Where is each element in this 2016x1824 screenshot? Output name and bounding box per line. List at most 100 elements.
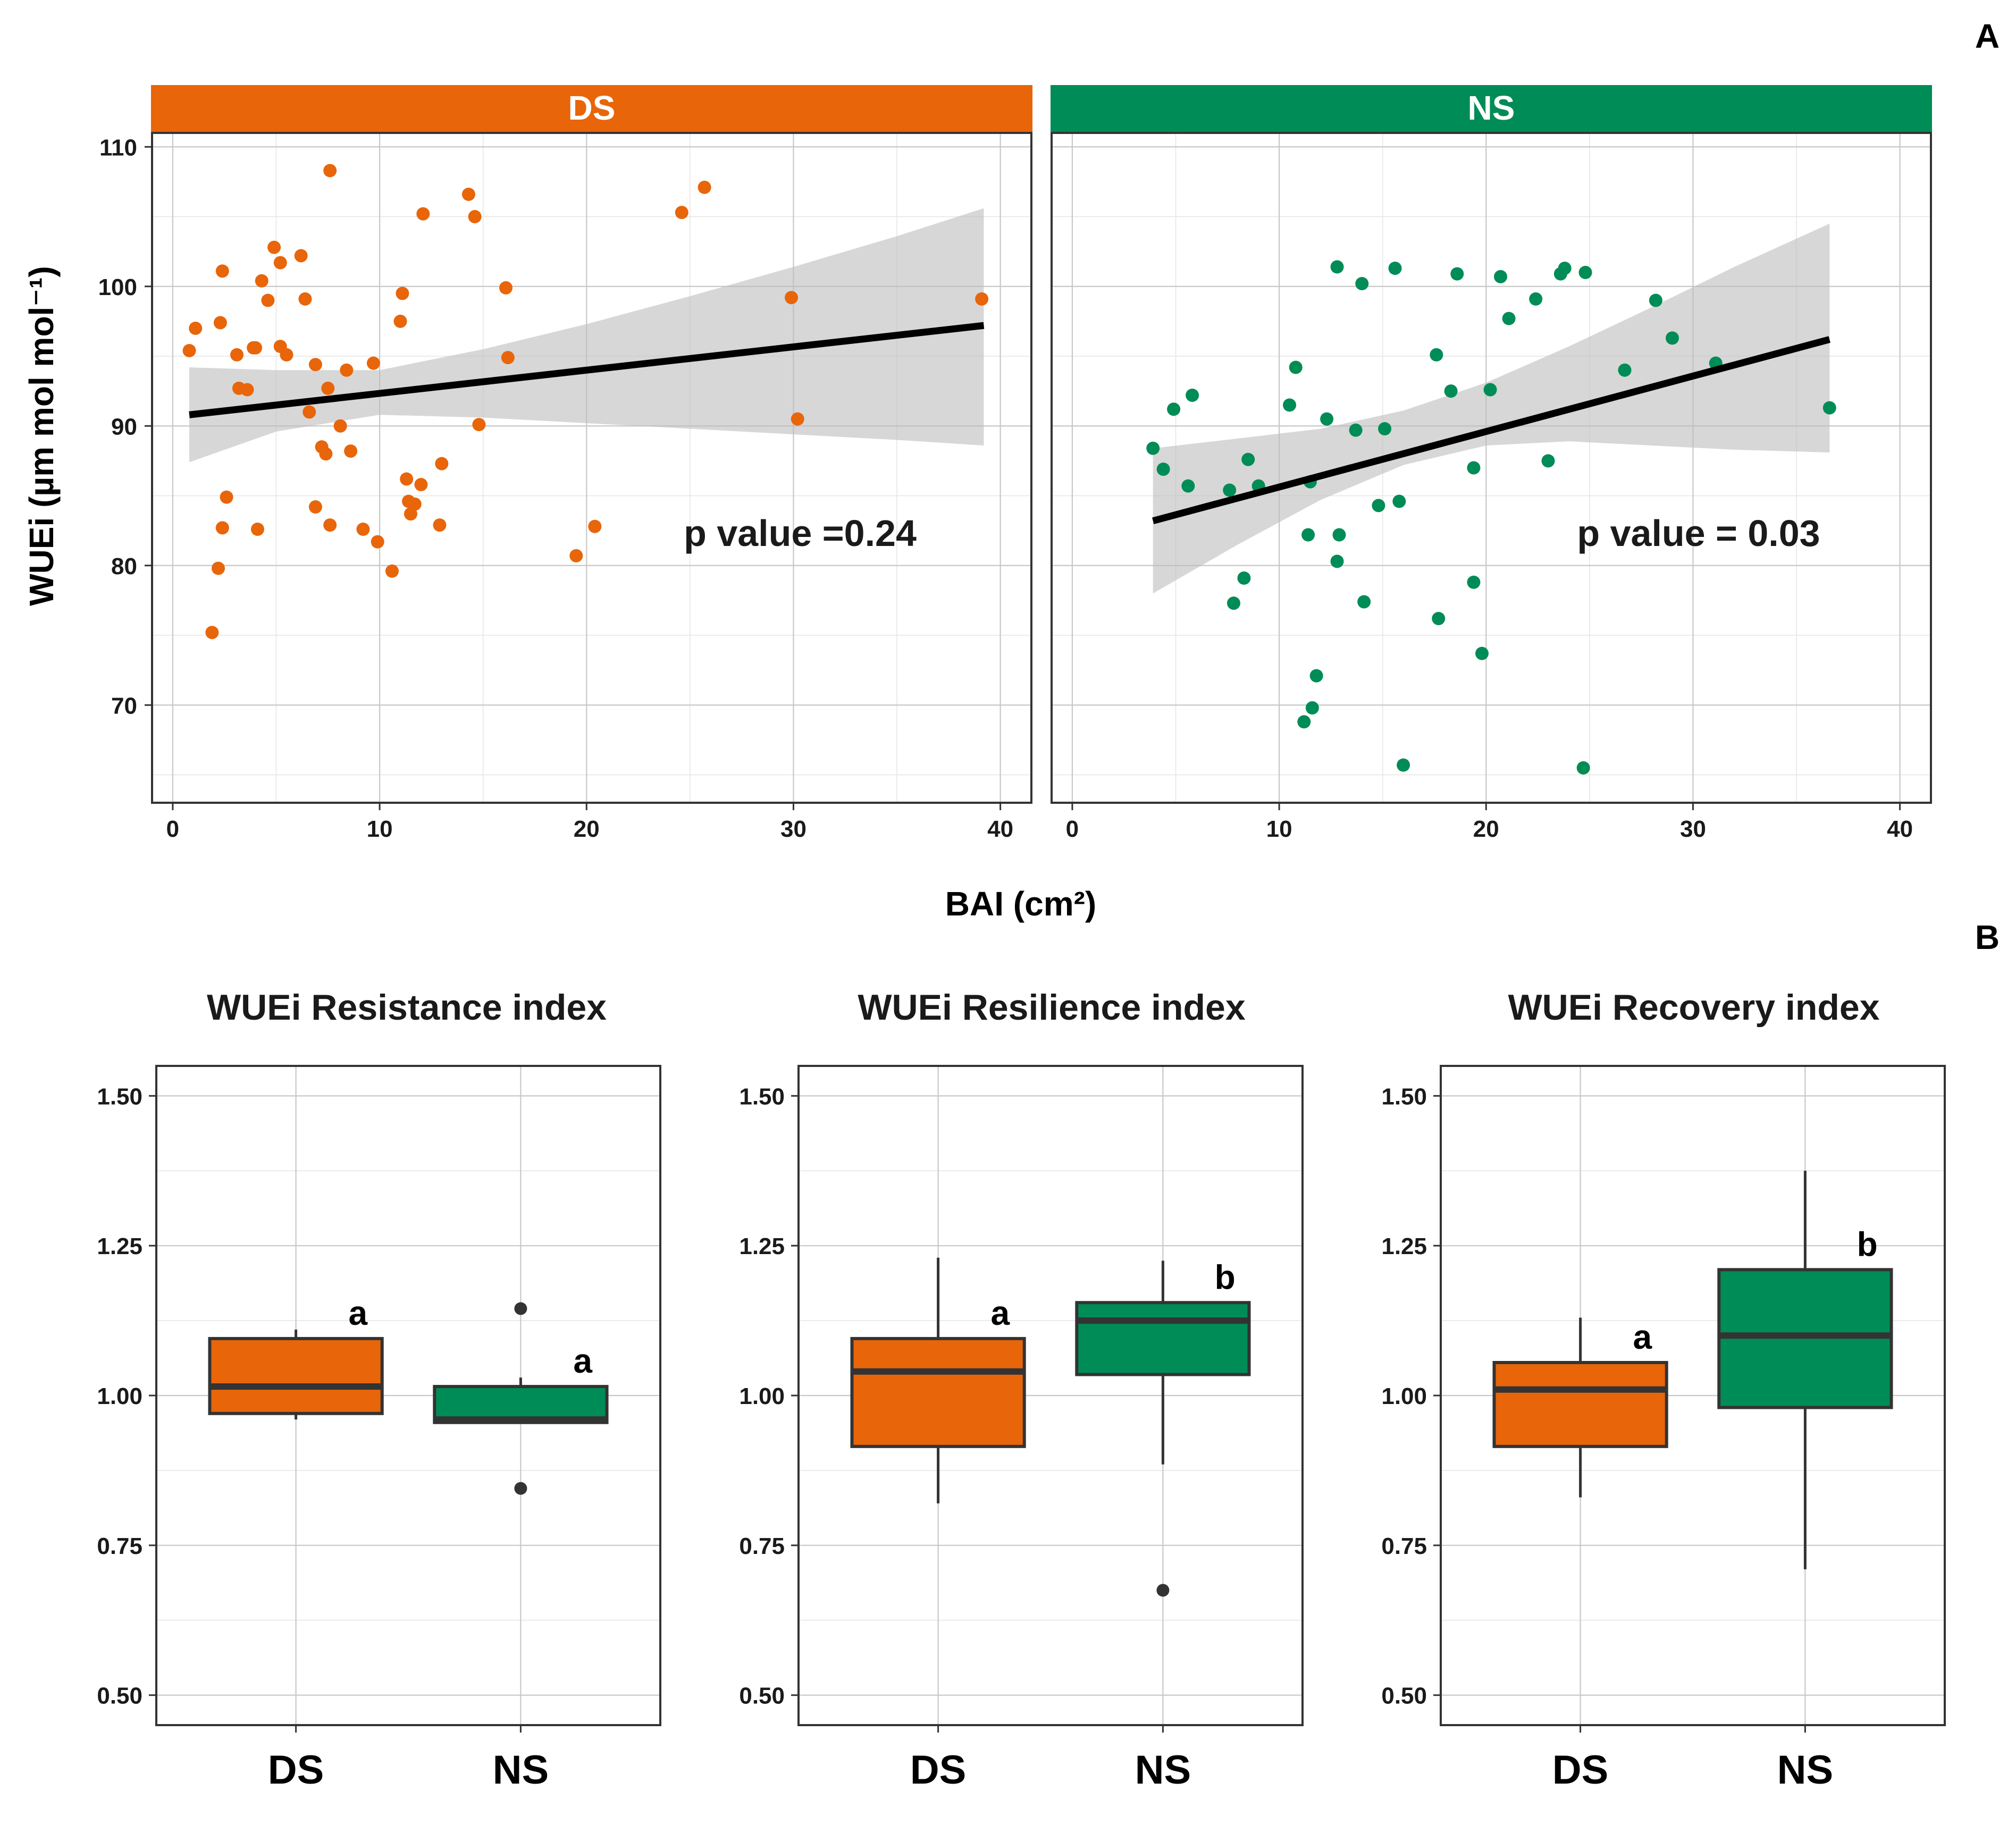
data-point-ds: [385, 564, 399, 578]
data-point-ds: [294, 249, 308, 263]
y-tick-label: 1.25: [739, 1233, 785, 1259]
category-label-ds: DS: [1552, 1747, 1609, 1793]
scatter-panel-ns: NS p value = 0.03 0 10 20 30 40: [1051, 85, 1932, 842]
data-point-ds: [182, 344, 196, 357]
y-tick-label: 1.25: [1381, 1233, 1427, 1259]
x-tick-label: 10: [1266, 816, 1292, 842]
data-point-ns: [1392, 494, 1406, 508]
y-tick-label: 80: [111, 553, 137, 579]
data-point-ns: [1822, 401, 1836, 415]
points-ns: [1146, 260, 1836, 775]
data-point-ns: [1494, 270, 1508, 283]
data-point-ns: [1529, 292, 1543, 306]
data-point-ns: [1283, 398, 1297, 412]
data-point-ds: [220, 490, 233, 504]
data-point-ns: [1578, 266, 1592, 279]
points-ds: [182, 164, 989, 640]
data-point-ns: [1227, 596, 1240, 610]
box-panel-recovery: WUEi Recovery index ab 0.500.751.001.251…: [1381, 987, 1946, 1793]
data-point-ds: [501, 351, 515, 365]
boxes-resilience: ab: [850, 1257, 1251, 1597]
y-tick-label: 110: [99, 135, 137, 161]
y-axis-title-wuei: WUEi (µm mol mol⁻¹): [22, 266, 61, 606]
data-point-ds: [308, 500, 322, 514]
box-title-resilience: WUEi Resilience index: [858, 987, 1246, 1028]
outlier-point-ns: [514, 1482, 527, 1495]
data-point-ds: [433, 518, 447, 532]
box-panel-resistance: WUEi Resistance index aa 0.500.751.001.2…: [97, 987, 661, 1793]
y-tick-label: 1.00: [97, 1383, 142, 1409]
data-point-ds: [366, 356, 380, 370]
data-point-ds: [472, 418, 486, 432]
axes-resistance: 0.50 0.75 1.00 1.25 1.50 DS NS: [97, 1083, 549, 1793]
data-point-ns: [1372, 499, 1385, 512]
strip-label-ds: DS: [568, 89, 616, 127]
data-point-ns: [1450, 267, 1464, 281]
data-point-ns: [1332, 528, 1346, 542]
data-point-ds: [215, 521, 229, 535]
y-tick-label: 1.00: [1381, 1383, 1427, 1409]
box-ds: [850, 1337, 1026, 1448]
data-point-ds: [416, 207, 430, 221]
data-point-ns: [1305, 701, 1319, 715]
data-point-ds: [791, 412, 804, 426]
data-point-ds: [323, 164, 337, 178]
data-point-ns: [1388, 262, 1402, 275]
box-title-resistance: WUEi Resistance index: [207, 987, 607, 1028]
p-value-ns: p value = 0.03: [1577, 512, 1820, 554]
data-point-ds: [255, 274, 268, 288]
data-point-ns: [1432, 612, 1446, 625]
y-tick-label: 0.50: [739, 1683, 785, 1709]
x-tick-label: 10: [367, 816, 393, 842]
data-point-ns: [1349, 423, 1363, 437]
data-point-ns: [1649, 293, 1662, 307]
box-title-recovery: WUEi Recovery index: [1508, 987, 1879, 1028]
y-tick-label: 1.25: [97, 1233, 142, 1259]
y-tick-label: 90: [111, 414, 137, 440]
data-point-ns: [1186, 389, 1199, 402]
data-point-ns: [1502, 312, 1516, 325]
gridlines-ds: [152, 133, 1031, 803]
data-point-ds: [569, 549, 583, 562]
panel-border-ds: [151, 132, 1032, 804]
data-point-ds: [319, 447, 333, 461]
data-point-ns: [1378, 422, 1392, 435]
significance-letter-ds: a: [991, 1294, 1010, 1332]
significance-letter-ns: b: [1215, 1258, 1236, 1296]
y-tick-label: 0.50: [1381, 1683, 1427, 1709]
data-point-ds: [240, 383, 254, 397]
strip-ns: [1051, 85, 1932, 133]
data-point-ns: [1320, 412, 1334, 426]
data-point-ns: [1309, 669, 1323, 683]
data-point-ns: [1330, 260, 1344, 274]
panel-letter-a: A: [1975, 17, 2000, 55]
data-point-ns: [1576, 761, 1590, 775]
data-point-ds: [250, 523, 264, 536]
data-point-ds: [396, 287, 409, 300]
data-point-ds: [356, 523, 370, 536]
data-point-ds: [408, 497, 422, 511]
data-point-ns: [1483, 383, 1497, 397]
data-point-ds: [261, 293, 275, 307]
x-tick-label: 30: [1680, 816, 1706, 842]
category-label-ns: NS: [493, 1747, 549, 1793]
data-point-ns: [1237, 571, 1251, 585]
confidence-band-ns: [1153, 223, 1830, 594]
box-ds: [1492, 1361, 1668, 1448]
data-point-ds: [461, 188, 475, 201]
data-point-ns: [1397, 758, 1410, 772]
data-point-ds: [267, 240, 281, 254]
y-tick-label: 0.75: [97, 1533, 142, 1559]
x-tick-label: 20: [1473, 816, 1499, 842]
y-tick-label: 1.00: [739, 1383, 785, 1409]
data-point-ns: [1541, 454, 1555, 468]
data-point-ds: [499, 281, 513, 295]
axes-recovery: 0.50 0.75 1.00 1.25 1.50 DS NS: [1381, 1083, 1833, 1793]
data-point-ns: [1666, 331, 1679, 345]
category-label-ns: NS: [1777, 1747, 1834, 1793]
data-point-ds: [698, 180, 711, 194]
data-point-ds: [975, 292, 989, 306]
data-point-ds: [675, 206, 688, 220]
data-point-ds: [215, 264, 229, 278]
